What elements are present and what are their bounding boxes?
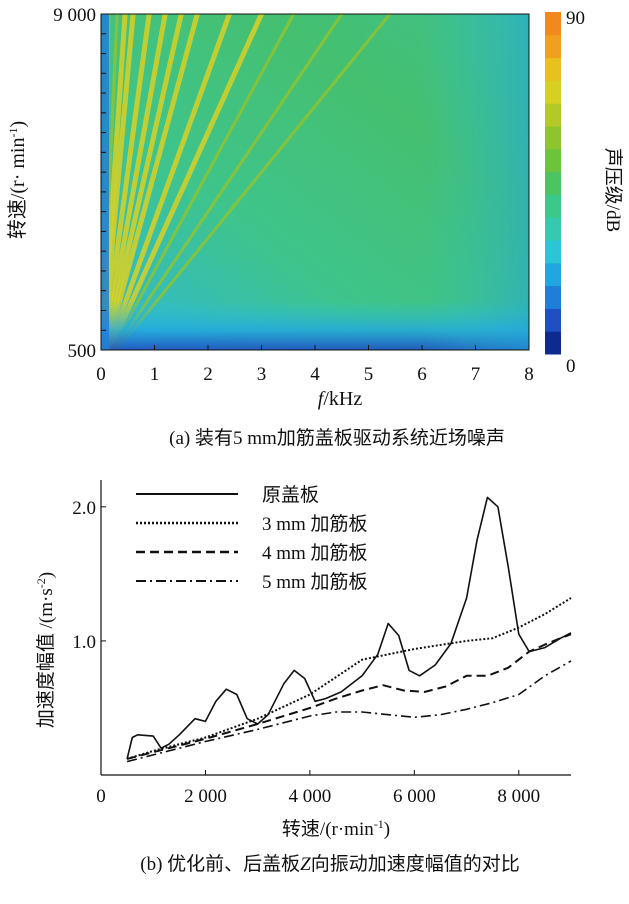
order-line [105, 14, 232, 350]
colorbar-segment [545, 34, 561, 59]
line-x-tick-label: 0 [96, 786, 106, 807]
heatmap-x-axis-label: f/kHz [318, 388, 363, 410]
heatmap-x-tick-label: 0 [96, 364, 106, 385]
order-line [107, 14, 264, 350]
heatmap-x-tick-label: 6 [417, 364, 427, 385]
line-x-tick-label: 8 000 [497, 786, 540, 807]
colorbar-segment [545, 240, 561, 264]
legend: 原盖板 3 mm 加筋板 4 mm 加筋板 5 mm 加筋板 [136, 484, 368, 593]
line-y-ticks: 1.0 2.0 [72, 498, 106, 653]
heatmap-y-tick-label: 9 000 [53, 5, 96, 26]
legend-label: 4 mm 加筋板 [262, 542, 368, 564]
colorbar-segment [545, 217, 561, 241]
line-y-axis-label: 加速度幅值 /(m·s-2) [34, 572, 57, 728]
line-x-ticks: 0 2 000 4 000 6 000 8 000 [96, 770, 540, 807]
order-line [102, 14, 184, 350]
heatmap-x-tick-label: 3 [257, 364, 267, 385]
caption-a: (a) 装有5 mm加筋盖板驱动系统近场噪声 [169, 427, 505, 449]
colorbar-segment [545, 285, 561, 309]
heatmap-x-tick-label: 8 [524, 364, 534, 385]
colorbar-label: 声压级/dB [602, 148, 624, 232]
line-x-axis-label: 转速/(r·min-1) [282, 817, 390, 840]
order-line [112, 14, 344, 350]
colorbar-segment [545, 171, 561, 195]
heatmap-y-ticks: 500 9 000 [53, 5, 106, 362]
order-line [115, 14, 392, 350]
heatmap-x-tick-label: 4 [310, 364, 320, 385]
line-y-tick-label: 1.0 [72, 632, 96, 653]
colorbar-min-label: 0 [566, 356, 576, 377]
colorbar-segment [545, 126, 561, 150]
heatmap-x-tick-label: 1 [150, 364, 160, 385]
colorbar-segment [545, 194, 561, 218]
series-line [126, 496, 572, 760]
colorbar-max-label: 90 [566, 8, 585, 29]
colorbar-segment [545, 262, 561, 287]
heatmap-x-tick-label: 2 [203, 364, 213, 385]
heatmap-y-tick-label: 500 [68, 341, 97, 362]
line-series [126, 496, 572, 763]
series-line [126, 633, 572, 760]
heatmap-panel: 0 1 2 3 4 5 6 7 8 500 9 000 f/kHz 转速/(r· min-1) 9… [6, 5, 624, 449]
legend-label: 原盖板 [262, 484, 319, 506]
line-chart-panel: 0 2 000 4 000 6 000 8 000 1.0 2.0 原盖板 3 mm 加筋板… [34, 480, 572, 875]
colorbar-segment [545, 57, 561, 81]
caption-b: (b) 优化前、后盖板Z向振动加速度幅值的对比 [140, 853, 520, 875]
line-x-tick-label: 4 000 [289, 786, 332, 807]
colorbar-segment [545, 12, 561, 36]
heatmap-x-tick-label: 5 [364, 364, 374, 385]
heatmap-plot-area [101, 14, 529, 350]
colorbar-segment [545, 148, 561, 173]
line-x-tick-label: 2 000 [184, 786, 227, 807]
legend-label: 5 mm 加筋板 [262, 571, 368, 593]
heatmap-high-frequency-fade [420, 14, 529, 350]
heatmap-y-axis-label: 转速/(r· min-1) [6, 121, 29, 239]
series-line [126, 660, 572, 763]
order-line [103, 14, 200, 350]
order-line [102, 14, 168, 350]
line-x-tick-label: 6 000 [393, 786, 436, 807]
heatmap-x-ticks: 0 1 2 3 4 5 6 7 8 [96, 345, 534, 385]
colorbar-segment [545, 308, 561, 332]
order-line [110, 14, 296, 350]
colorbar-segment [545, 331, 561, 355]
heatmap-x-tick-label: 7 [471, 364, 481, 385]
legend-label: 3 mm 加筋板 [262, 513, 368, 535]
colorbar-segment [545, 103, 561, 127]
colorbar [545, 12, 561, 355]
series-line [126, 597, 572, 760]
line-y-tick-label: 2.0 [72, 498, 96, 519]
colorbar-segment [545, 80, 561, 104]
order-line [101, 14, 152, 350]
heatmap-low-frequency-edge [101, 14, 109, 350]
